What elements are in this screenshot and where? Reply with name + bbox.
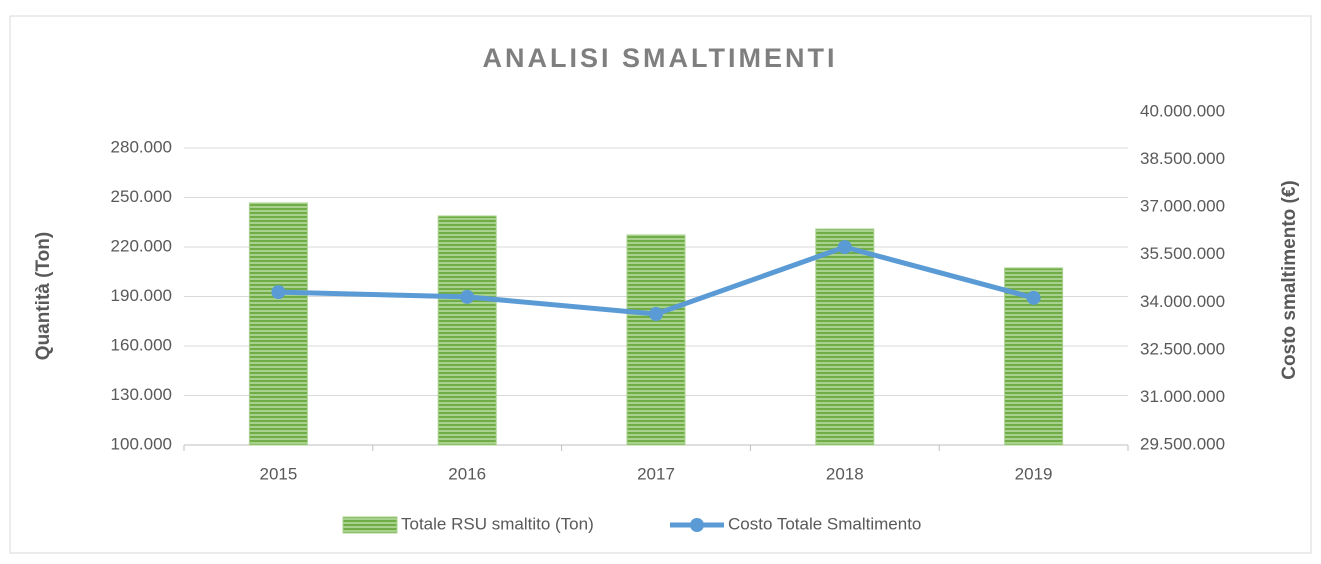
line-marker [271,285,286,300]
y2-tick-label: 40.000.000 [1140,101,1225,120]
legend-swatch [342,516,398,534]
line-marker [649,307,663,322]
y2-tick-label: 31.000.000 [1140,387,1225,406]
y-tick-label: 220.000 [111,236,172,255]
y-tick-label: 190.000 [111,286,172,305]
y2-tick-label: 38.500.000 [1140,149,1225,168]
legend-label: Costo Totale Smaltimento [728,514,921,533]
y-axis-title: Quantità (Ton) [33,232,54,360]
y2-tick-label: 29.500.000 [1140,434,1225,453]
bar [626,234,686,446]
bar [248,202,308,446]
y2-tick-label: 32.500.000 [1140,339,1225,358]
legend-label: Totale RSU smaltito (Ton) [401,514,594,533]
x-tick-label: 2015 [259,464,297,483]
bar [437,215,497,446]
x-tick-label: 2016 [448,464,486,483]
y-tick-label: 250.000 [111,187,172,206]
line-marker [1026,290,1041,305]
y2-tick-label: 37.000.000 [1140,197,1225,216]
y2-axis-title: Costo smaltimento (€) [1279,180,1300,380]
bar [815,228,875,446]
x-tick-label: 2019 [1015,464,1053,483]
y-tick-label: 100.000 [111,434,172,453]
x-tick-label: 2018 [826,464,864,483]
line-marker [460,289,475,304]
y2-tick-label: 34.000.000 [1140,292,1225,311]
y-tick-label: 280.000 [111,137,172,156]
y-tick-label: 160.000 [111,335,172,354]
y-tick-label: 130.000 [111,385,172,404]
line-marker [837,240,852,255]
legend-swatch [690,518,704,532]
y2-tick-label: 35.500.000 [1140,244,1225,263]
x-tick-label: 2017 [637,464,675,483]
chart-title: ANALISI SMALTIMENTI [483,43,838,73]
